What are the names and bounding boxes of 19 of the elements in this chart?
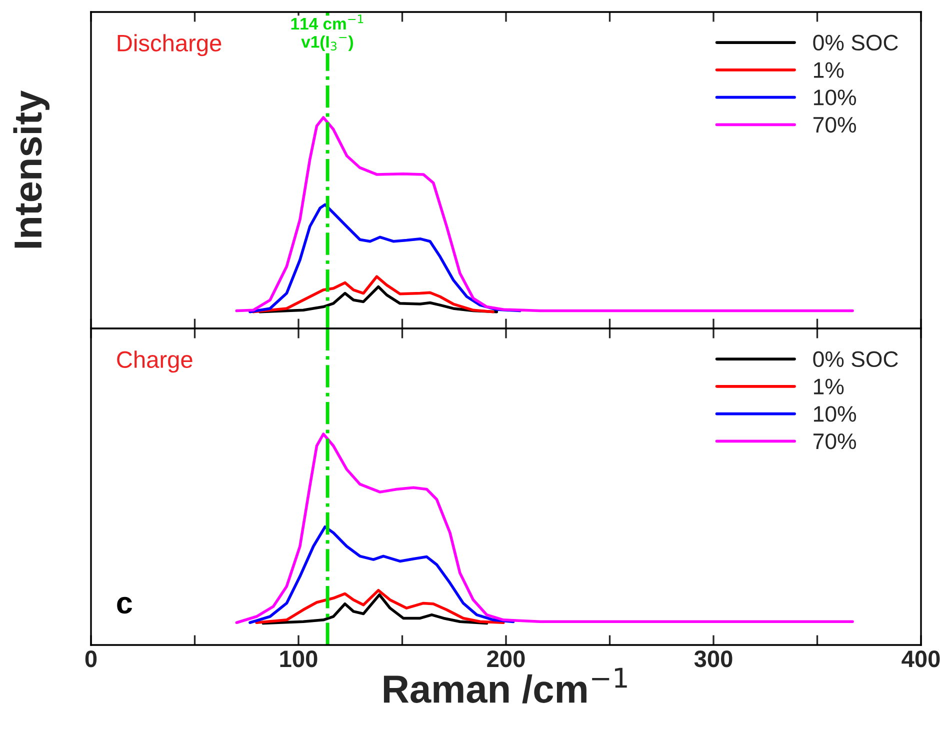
x-tick-label: 400 xyxy=(902,650,940,668)
legend-label: 0% SOC xyxy=(813,351,898,368)
text: Charge xyxy=(117,350,192,373)
legend-label: 1% xyxy=(814,378,844,394)
legend-label: 70% xyxy=(813,433,856,450)
legend-label: 10% xyxy=(814,90,856,106)
x-tick-label: 100 xyxy=(280,650,318,668)
text: Discharge xyxy=(118,34,222,56)
text: 114 cm$^{−1}$ v1(I$_{3}$$^{−}$) xyxy=(291,14,364,52)
legend-label: 0% SOC xyxy=(813,34,898,51)
x-tick-label: 0 xyxy=(85,650,97,668)
legend-label: 10% xyxy=(814,406,856,422)
x-tick-label: 200 xyxy=(487,650,525,668)
legend-label: 70% xyxy=(813,116,856,133)
x-axis-title: Raman /cm$^{−1}$ xyxy=(384,668,627,704)
legend-label: 1% xyxy=(814,62,844,78)
annotation: c xyxy=(117,596,132,614)
x-tick-label: 300 xyxy=(694,650,732,668)
y-axis-title: Intensity xyxy=(13,90,50,248)
